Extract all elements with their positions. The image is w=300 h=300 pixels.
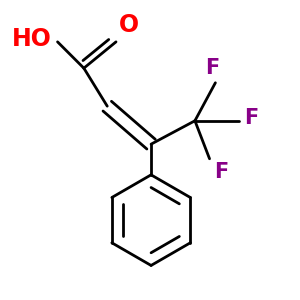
Text: HO: HO (12, 27, 52, 51)
Text: F: F (214, 162, 228, 182)
Text: F: F (244, 108, 259, 128)
Text: F: F (205, 58, 220, 78)
Text: O: O (119, 14, 139, 38)
